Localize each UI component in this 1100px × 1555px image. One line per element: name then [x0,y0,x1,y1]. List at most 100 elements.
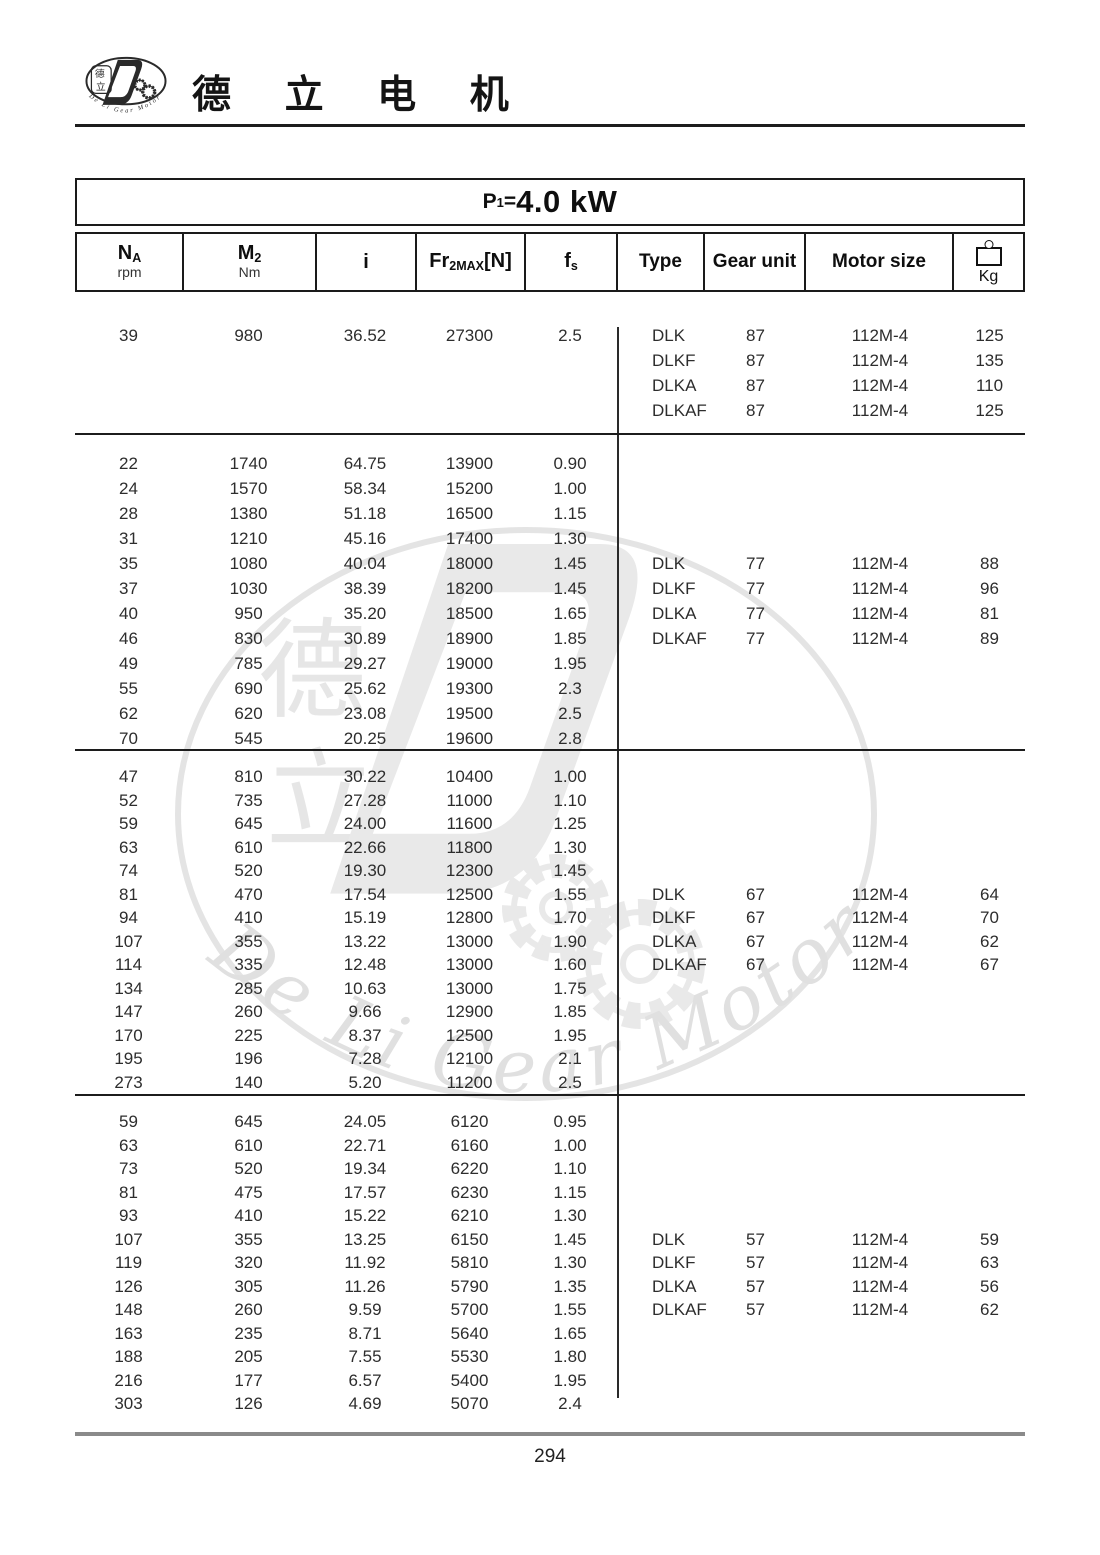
table-row: 63 610 22.71 6160 1.00 [75,1134,616,1158]
cell-motor: 112M-4 [851,931,909,951]
cell-type: DLKF [652,351,696,370]
table-row: 81 475 17.57 6230 1.15 [75,1181,616,1205]
table-row: 93 410 15.22 6210 1.30 [75,1204,616,1228]
cell-type: DLKA [652,376,697,395]
type-label: Type [639,251,682,272]
table-row: 119 320 11.92 5810 1.30 [75,1251,616,1275]
type-rows: DLK 67 112M-4 64 DLKF 67 112M-4 70 DLKA 67 112M-4 6… [618,883,1025,977]
cell-m2: 355 [234,1229,263,1249]
cell-na: 134 [114,978,143,998]
cell-m2: 950 [234,604,263,623]
cell-type: DLKAF [652,955,707,974]
cell-m2: 610 [234,1135,263,1155]
cell-fr2max: 13000 [445,955,494,974]
cell-m2: 260 [234,1300,263,1319]
logo-cn-top: 德 [95,67,105,80]
table-row: 55 690 25.62 19300 2.3 [75,676,616,701]
na-unit: rpm [117,264,142,281]
motor-size-label: Motor size [832,251,926,272]
column-header-m2: M2 Nm [184,234,317,290]
cell-type: DLKF [652,908,696,927]
cell-m2: 177 [234,1370,263,1390]
cell-gear: 67 [746,955,765,974]
cell-na: 70 [119,729,138,748]
cell-m2: 645 [234,1112,263,1131]
cell-na: 303 [114,1394,143,1413]
cell-gear: 77 [746,629,765,648]
table-row: DLKF 67 112M-4 70 [618,906,1025,930]
table-row: 22 1740 64.75 13900 0.90 [75,451,616,476]
cell-na: 94 [119,908,138,927]
cell-kg: 89 [980,629,999,648]
cell-fr2max: 6230 [450,1182,489,1202]
cell-na: 119 [114,1253,143,1272]
cell-fr2max: 12300 [445,861,494,880]
cell-i: 9.66 [348,1002,382,1021]
table-row: 47 810 30.22 10400 1.00 [75,765,616,789]
cell-fr2max: 6220 [450,1159,489,1178]
cell-type: DLKA [652,1276,697,1296]
cell-type: DLKAF [652,1300,707,1319]
data-area: 39 980 36.52 27300 2.5 DLK 87 112M-4 125 DLKF 87 11… [75,293,1025,1416]
cell-fr2max: 6150 [450,1229,489,1249]
cell-fs: 1.00 [553,767,587,786]
watermark-cn-top: 德 [258,609,366,734]
cell-m2: 690 [234,679,263,698]
cell-m2: 320 [234,1253,263,1272]
cell-i: 30.22 [343,767,387,786]
table-row: 195 196 7.28 12100 2.1 [75,1047,616,1071]
cell-kg: 125 [975,326,1004,345]
cell-m2: 620 [234,704,263,723]
cell-fr2max: 6120 [450,1112,489,1131]
cell-fr2max: 11600 [446,814,493,833]
cell-fs: 1.95 [553,654,587,673]
cell-fs: 1.95 [553,1025,587,1045]
cell-m2: 475 [234,1182,263,1202]
cell-i: 40.04 [343,554,387,573]
table-row: 62 620 23.08 19500 2.5 [75,701,616,726]
cell-na: 73 [119,1159,138,1178]
table-row: 273 140 5.20 11200 2.5 [75,1071,616,1095]
cell-m2: 235 [234,1323,263,1343]
cell-na: 188 [114,1347,143,1366]
cell-fr2max: 5640 [450,1323,489,1343]
cell-kg: 64 [980,884,999,904]
fr2max-symbol: Fr2MAX[N] [429,249,512,273]
cell-na: 74 [119,861,138,880]
cell-motor: 112M-4 [851,1253,909,1272]
cell-na: 147 [114,1002,143,1021]
data-block-3: 47 810 30.22 10400 1.00 52 735 27.28 11000 1.10 59… [75,751,1025,1096]
column-header-motor-size: Motor size [806,234,954,290]
cell-na: 35 [119,554,138,573]
cell-gear: 57 [746,1300,765,1319]
cell-kg: 81 [980,604,999,623]
cell-fs: 1.30 [553,529,587,548]
table-row: DLKF 77 112M-4 96 [618,576,1025,601]
cell-i: 17.54 [343,884,387,904]
cell-kg: 125 [975,401,1004,420]
cell-fr2max: 17400 [445,529,494,548]
table-row: DLKAF 57 112M-4 62 [618,1298,1025,1322]
cell-i: 4.69 [348,1394,382,1413]
cell-na: 216 [114,1370,143,1390]
cell-kg: 135 [975,351,1004,370]
table-row: DLK 77 112M-4 88 [618,551,1025,576]
table-row: 52 735 27.28 11000 1.10 [75,789,616,813]
table-row: 39 980 36.52 27300 2.5 [75,323,616,348]
cell-m2: 610 [234,837,263,857]
data-block-2: 22 1740 64.75 13900 0.90 24 1570 58.34 15200 1.00… [75,435,1025,751]
cell-fr2max: 5070 [450,1394,489,1413]
cell-na: 107 [114,1229,143,1249]
i-symbol: i [363,250,369,273]
table-header-row: NA rpm M2 Nm i Fr2MAX[N] fs Type Gear un… [75,232,1025,292]
table-row: 94 410 15.19 12800 1.70 [75,906,616,930]
cell-motor: 112M-4 [851,908,909,927]
cell-na: 55 [119,679,138,698]
cell-i: 35.20 [343,604,387,623]
cell-gear: 77 [746,579,765,598]
cell-fr2max: 27300 [445,326,494,345]
cell-fs: 1.45 [553,1229,587,1249]
cell-na: 195 [114,1049,143,1068]
cell-gear: 87 [746,376,765,395]
brand-logo-icon: 德 立 De Li Gear Motor [85,56,167,114]
